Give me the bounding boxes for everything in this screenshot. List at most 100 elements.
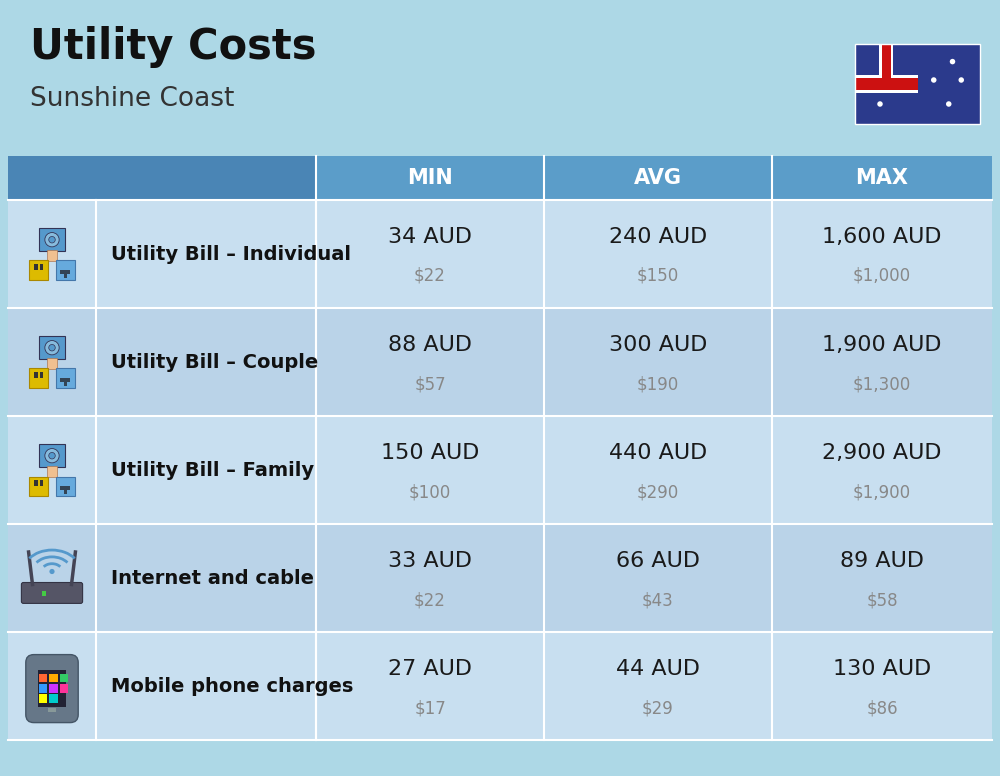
Bar [49, 684, 58, 692]
Bar [882, 44, 891, 84]
Text: $1,300: $1,300 [853, 375, 911, 393]
Bar [39, 684, 47, 692]
Text: 440 AUD: 440 AUD [609, 443, 707, 463]
Bar [42, 591, 46, 596]
Bar [47, 358, 57, 369]
Text: $29: $29 [642, 699, 674, 717]
Bar [56, 476, 75, 496]
Text: 34 AUD: 34 AUD [388, 227, 472, 247]
Bar [34, 372, 38, 378]
Bar [39, 336, 65, 359]
Bar [8, 308, 992, 416]
Text: $43: $43 [642, 591, 674, 609]
Bar [29, 261, 48, 280]
Bar [855, 44, 980, 124]
Bar [60, 674, 68, 682]
Bar [8, 524, 992, 632]
Bar [64, 273, 67, 278]
Bar [855, 78, 918, 89]
Bar [8, 156, 992, 200]
Circle shape [931, 78, 936, 83]
Bar [39, 695, 47, 703]
FancyBboxPatch shape [26, 655, 78, 722]
Text: Internet and cable: Internet and cable [111, 569, 314, 587]
Text: $100: $100 [409, 483, 451, 501]
Bar [40, 480, 43, 486]
Bar [34, 480, 38, 486]
Bar [8, 632, 992, 740]
Bar [56, 369, 75, 388]
Text: Utility Bill – Family: Utility Bill – Family [111, 460, 314, 480]
Circle shape [877, 101, 883, 107]
Text: $17: $17 [414, 699, 446, 717]
Text: $1,000: $1,000 [853, 267, 911, 285]
Bar [60, 378, 70, 382]
Circle shape [49, 345, 55, 351]
Bar [29, 369, 48, 388]
Text: $22: $22 [414, 267, 446, 285]
Bar [60, 270, 70, 274]
Text: MIN: MIN [407, 168, 453, 188]
Text: $1,900: $1,900 [853, 483, 911, 501]
Text: Utility Bill – Individual: Utility Bill – Individual [111, 244, 351, 264]
Bar [48, 708, 56, 712]
Text: $190: $190 [637, 375, 679, 393]
Text: 1,900 AUD: 1,900 AUD [822, 335, 942, 355]
Text: MAX: MAX [856, 168, 908, 188]
Bar [855, 75, 918, 93]
Text: 2,900 AUD: 2,900 AUD [822, 443, 942, 463]
Bar [855, 44, 980, 124]
Bar [8, 200, 992, 308]
Text: 89 AUD: 89 AUD [840, 551, 924, 571]
Bar [855, 78, 918, 89]
Text: 88 AUD: 88 AUD [388, 335, 472, 355]
Circle shape [45, 341, 59, 355]
Bar [8, 416, 992, 524]
Bar [47, 250, 57, 261]
Text: $58: $58 [866, 591, 898, 609]
Bar [60, 684, 68, 692]
Bar [40, 265, 43, 269]
Circle shape [959, 78, 964, 83]
Text: $57: $57 [414, 375, 446, 393]
Bar [47, 466, 57, 476]
Bar [60, 487, 70, 490]
Circle shape [946, 101, 952, 107]
FancyBboxPatch shape [21, 583, 83, 604]
Bar [879, 44, 893, 84]
Text: $86: $86 [866, 699, 898, 717]
Bar [64, 382, 67, 386]
Text: 150 AUD: 150 AUD [381, 443, 479, 463]
Text: Utility Bill – Couple: Utility Bill – Couple [111, 352, 318, 372]
Text: Utility Costs: Utility Costs [30, 26, 316, 68]
Circle shape [45, 233, 59, 247]
Text: 300 AUD: 300 AUD [609, 335, 707, 355]
Text: 130 AUD: 130 AUD [833, 659, 931, 679]
Text: 1,600 AUD: 1,600 AUD [822, 227, 942, 247]
Text: 44 AUD: 44 AUD [616, 659, 700, 679]
Text: Mobile phone charges: Mobile phone charges [111, 677, 353, 695]
Bar [49, 695, 58, 703]
Bar [8, 156, 316, 200]
Bar [39, 444, 65, 467]
Bar [64, 490, 67, 494]
Circle shape [950, 59, 955, 64]
Text: $150: $150 [637, 267, 679, 285]
Bar [39, 674, 47, 682]
Text: 33 AUD: 33 AUD [388, 551, 472, 571]
Bar [38, 670, 66, 707]
Circle shape [49, 237, 55, 243]
Bar [39, 228, 65, 251]
Circle shape [49, 569, 55, 574]
Bar [40, 372, 43, 378]
Text: $290: $290 [637, 483, 679, 501]
Circle shape [49, 452, 55, 459]
Text: Sunshine Coast: Sunshine Coast [30, 86, 234, 112]
Bar [882, 44, 891, 84]
Bar [56, 261, 75, 280]
Bar [49, 674, 58, 682]
Text: $22: $22 [414, 591, 446, 609]
Text: 66 AUD: 66 AUD [616, 551, 700, 571]
Bar [34, 265, 38, 269]
Text: 27 AUD: 27 AUD [388, 659, 472, 679]
